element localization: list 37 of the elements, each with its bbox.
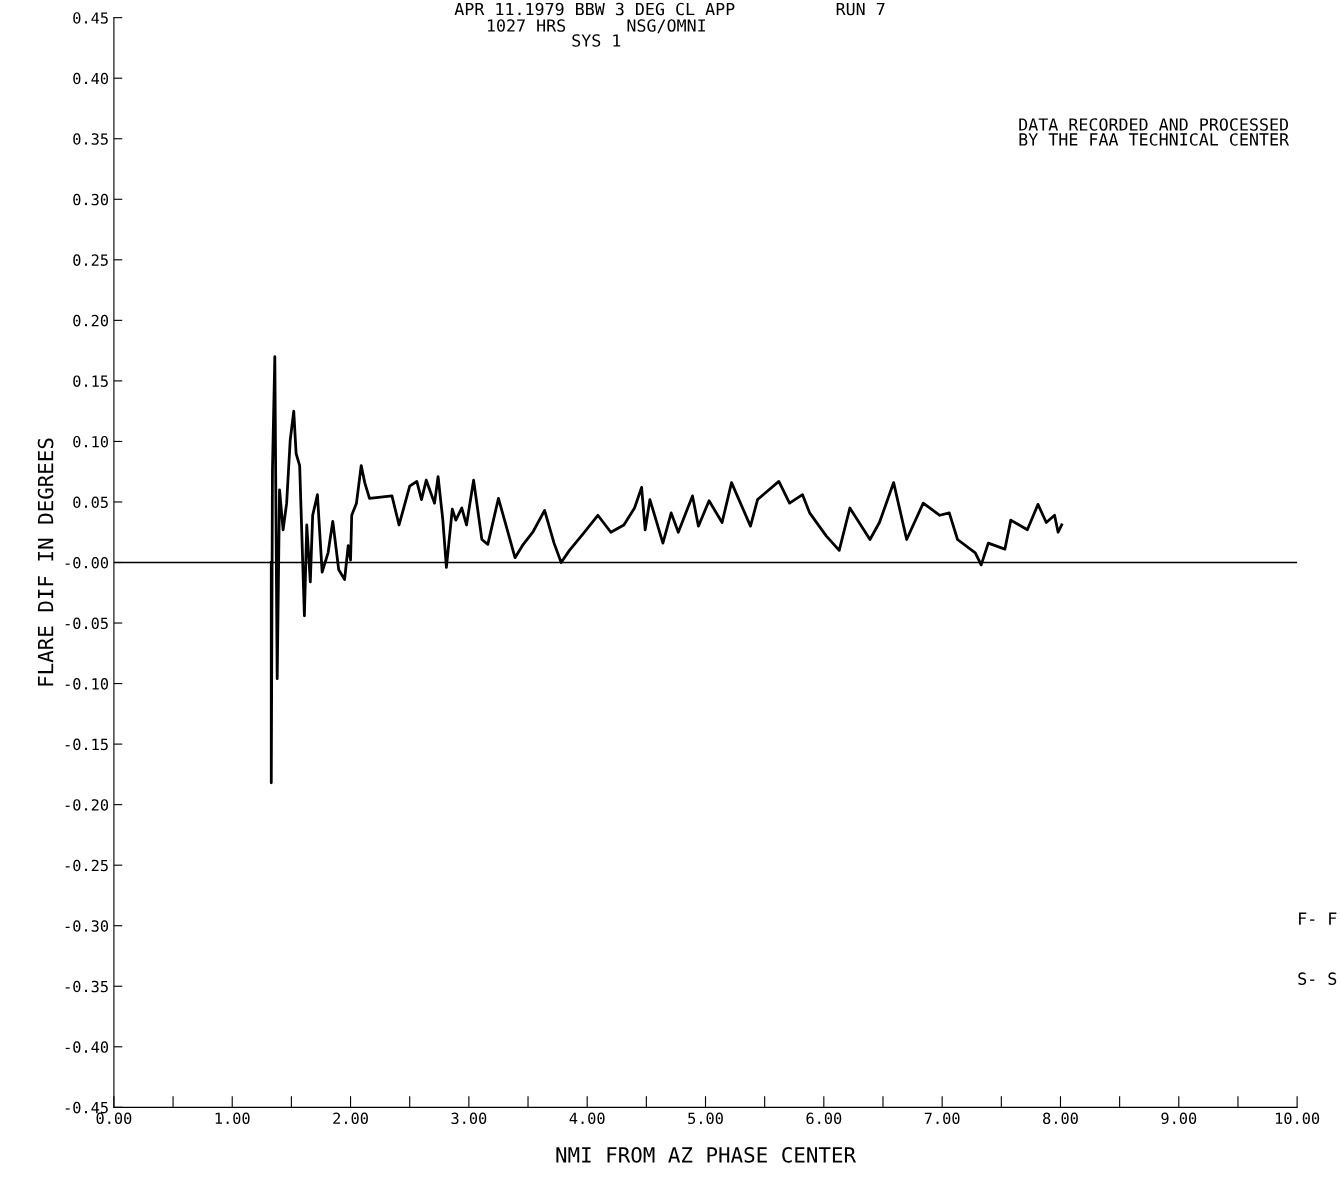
y-axis-title: FLARE DIF IN DEGREES xyxy=(37,438,54,686)
text: F- F xyxy=(1299,912,1337,925)
y-tick-label: 0.10 xyxy=(73,435,109,448)
y-tick-label: -0.20 xyxy=(65,799,109,811)
x-tick-label: 4.00 xyxy=(569,1112,605,1125)
y-tick-label: -0.00 xyxy=(65,557,109,569)
x-tick-label: 2.00 xyxy=(333,1112,368,1125)
chart-title: APR 11.1979 BBW 3 DEG CL APP RUN 7 xyxy=(454,2,885,16)
y-tick-label: -0.30 xyxy=(65,920,109,932)
y-tick-label: 0.20 xyxy=(73,314,109,327)
y-tick-label: 0.30 xyxy=(73,193,109,206)
y-tick-label: 0.35 xyxy=(73,133,108,145)
y-tick-label: -0.10 xyxy=(65,678,109,690)
x-tick-label: 8.00 xyxy=(1043,1112,1078,1125)
x-tick-label: 3.00 xyxy=(451,1112,487,1125)
x-tick-label: 9.00 xyxy=(1161,1112,1197,1125)
chart-subtitle: 1027 HRS NSG/OMNI SYS 1 xyxy=(487,19,706,47)
x-tick-label: 5.00 xyxy=(688,1112,723,1125)
x-tick-label: 10.00 xyxy=(1275,1112,1320,1125)
y-tick-label: 0.40 xyxy=(73,72,109,85)
y-tick-label: -0.40 xyxy=(65,1041,109,1053)
y-tick-label: -0.35 xyxy=(65,980,108,993)
y-tick-label: 0.25 xyxy=(73,254,108,266)
x-tick-label: 0.00 xyxy=(96,1112,132,1125)
y-tick-label: -0.45 xyxy=(65,1101,108,1114)
y-tick-label: 0.15 xyxy=(73,375,108,387)
y-tick-label: -0.05 xyxy=(65,617,108,630)
text: S- S xyxy=(1298,972,1337,985)
x-tick-label: 7.00 xyxy=(924,1112,960,1125)
y-tick-label: -0.25 xyxy=(65,859,108,872)
x-axis-title: NMI FROM AZ PHASE CENTER xyxy=(556,1146,857,1163)
y-tick-label: -0.15 xyxy=(65,738,108,751)
annotation: DATA RECORDED AND PROCESSED BY THE FAA TECHNICAL CENTER xyxy=(1019,118,1290,146)
y-tick-label: 0.05 xyxy=(73,496,108,509)
x-tick-label: 1.00 xyxy=(215,1112,250,1125)
x-tick-label: 6.00 xyxy=(806,1112,842,1125)
y-tick-label: 0.45 xyxy=(73,12,108,24)
